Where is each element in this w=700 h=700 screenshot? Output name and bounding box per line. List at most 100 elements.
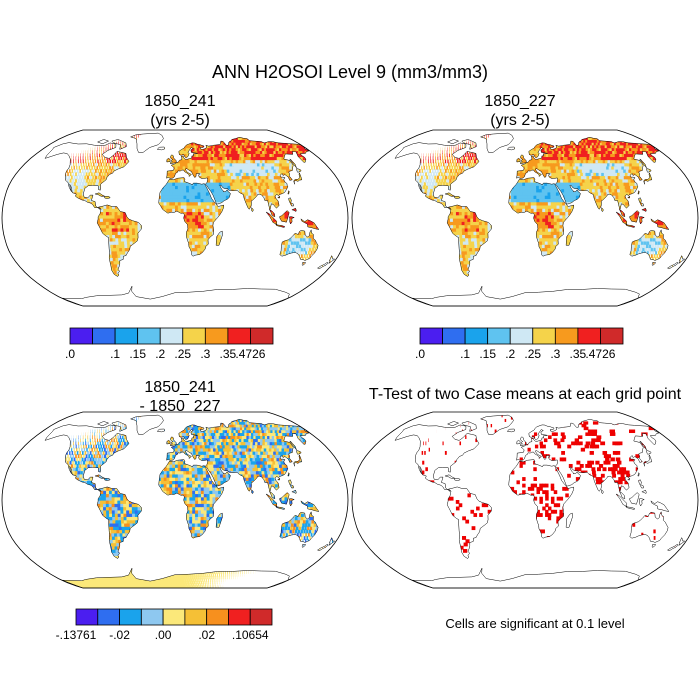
grid-cell — [212, 175, 217, 180]
grid-cell — [103, 147, 105, 152]
grid-cell — [301, 244, 304, 249]
grid-cell — [218, 159, 223, 164]
grid-cell — [194, 237, 199, 242]
grid-cell — [100, 162, 103, 167]
grid-cell — [172, 159, 176, 164]
grid-cell — [102, 214, 107, 219]
grid-cell — [120, 218, 124, 222]
grid-cell — [100, 214, 104, 219]
grid-cell — [216, 188, 221, 193]
grid-cell — [233, 185, 237, 190]
grid-cell — [169, 172, 173, 177]
grid-cell — [131, 224, 136, 229]
panel-title-line: T-Test of two Case means at each grid po… — [368, 386, 682, 403]
grid-cell — [74, 168, 76, 173]
grid-cell — [113, 244, 117, 249]
grid-cell — [195, 165, 199, 170]
grid-cell — [206, 214, 211, 219]
grid-cell — [297, 247, 301, 252]
grid-cell — [189, 240, 193, 245]
grid-cell — [229, 178, 234, 183]
grid-cell — [78, 185, 81, 190]
grid-cell — [294, 237, 298, 242]
grid-cell — [220, 195, 224, 199]
grid-cell — [80, 172, 83, 177]
grid-cell — [172, 172, 176, 177]
grid-cell — [207, 147, 212, 152]
grid-cell — [248, 172, 254, 177]
grid-cell — [118, 156, 120, 161]
grid-cell — [279, 175, 284, 180]
grid-cell — [125, 218, 130, 222]
grid-cell — [314, 247, 317, 252]
grid-cell — [103, 231, 108, 235]
grid-cell — [271, 185, 277, 190]
grid-cell — [218, 181, 223, 186]
grid-cell — [103, 227, 107, 232]
grid-cell — [248, 198, 253, 203]
grid-cell — [246, 204, 251, 209]
grid-cell — [115, 273, 120, 278]
grid-cell — [189, 218, 193, 222]
grid-cell — [172, 168, 176, 173]
grid-cell — [224, 185, 229, 190]
grid-cell — [92, 175, 95, 180]
grid-cell — [81, 165, 83, 170]
grid-cell — [197, 165, 202, 170]
panel-title-line: 1850_227 — [484, 93, 556, 110]
grid-cell — [282, 172, 288, 177]
grid-cell — [175, 195, 179, 199]
grid-cell — [299, 250, 302, 255]
grid-cell — [117, 227, 122, 232]
grid-cell — [304, 221, 308, 226]
grid-cell — [257, 181, 262, 186]
grid-cell — [217, 237, 221, 242]
grid-cell — [114, 224, 119, 229]
significance-footnote: Cells are significant at 0.1 level — [445, 616, 625, 631]
grid-cell — [261, 188, 266, 193]
grid-cell — [233, 165, 238, 170]
grid-cell — [175, 162, 179, 167]
grid-cell — [249, 175, 255, 180]
grid-cell — [200, 237, 204, 242]
grid-cell — [197, 237, 202, 242]
grid-cell — [200, 208, 205, 213]
grid-cell — [87, 153, 89, 158]
grid-cell — [114, 263, 119, 268]
grid-cell — [246, 181, 251, 186]
grid-cell — [242, 168, 247, 173]
grid-cell — [247, 168, 252, 173]
grid-cell — [198, 156, 203, 161]
grid-cell — [217, 240, 221, 245]
grid-cell — [177, 195, 182, 199]
grid-cell — [169, 175, 173, 180]
grid-cell — [273, 181, 279, 186]
grid-cell — [272, 188, 277, 193]
grid-cell — [197, 227, 202, 232]
grid-cell — [205, 156, 210, 161]
grid-cell — [127, 247, 132, 252]
grid-cell — [195, 231, 199, 235]
grid-cell — [225, 188, 230, 193]
grid-cell — [258, 185, 263, 190]
grid-cell — [209, 231, 213, 235]
grid-cell — [118, 244, 123, 249]
grid-cell — [262, 181, 267, 186]
grid-cell — [183, 198, 188, 203]
grid-cell — [283, 168, 289, 173]
grid-cell — [217, 191, 221, 196]
grid-cell — [124, 244, 129, 249]
grid-cell — [200, 234, 205, 239]
grid-cell — [120, 162, 123, 167]
grid-cell — [281, 181, 287, 186]
grid-cell — [76, 195, 80, 199]
grid-cell — [282, 185, 288, 190]
grid-cell — [126, 159, 129, 164]
grid-cell — [88, 165, 91, 170]
grid-cell — [227, 181, 231, 186]
grid-cell — [110, 247, 115, 252]
grid-cell — [81, 181, 85, 186]
grid-cell — [100, 168, 103, 173]
grid-cell — [244, 175, 249, 180]
grid-cell — [281, 214, 286, 219]
